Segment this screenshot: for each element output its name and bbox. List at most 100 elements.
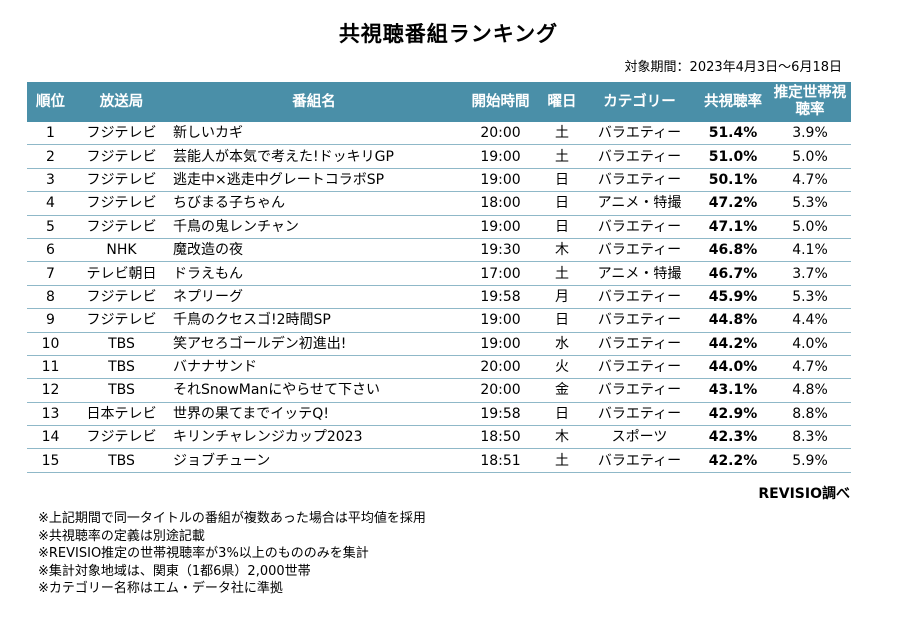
category-cell: スポーツ: [582, 425, 697, 450]
station-cell: NHK: [74, 238, 169, 263]
household-cell: 4.0%: [769, 332, 851, 356]
time-cell: 19:00: [459, 332, 542, 356]
rate-cell: 47.1%: [697, 215, 769, 239]
header-station: 放送局: [74, 82, 169, 122]
table-row: 8 フジテレビ ネプリーグ 19:58 月 バラエティー 45.9% 5.3%: [27, 285, 851, 310]
household-cell: 5.3%: [769, 191, 851, 216]
table-row: 14 フジテレビ キリンチャレンジカップ2023 18:50 木 スポーツ 42…: [27, 425, 851, 450]
table-row: 2 フジテレビ 芸能人が本気で考えた!ドッキリGP 19:00 土 バラエティー…: [27, 144, 851, 169]
table-row: 11 TBS バナナサンド 20:00 火 バラエティー 44.0% 4.7%: [27, 355, 851, 380]
table-row: 12 TBS それSnowManにやらせて下さい 20:00 金 バラエティー …: [27, 378, 851, 403]
table-row: 5 フジテレビ 千鳥の鬼レンチャン 19:00 日 バラエティー 47.1% 5…: [27, 215, 851, 239]
time-cell: 20:00: [459, 378, 542, 403]
time-cell: 19:00: [459, 168, 542, 193]
time-cell: 18:00: [459, 191, 542, 216]
household-cell: 4.4%: [769, 308, 851, 333]
rate-cell: 42.3%: [697, 425, 769, 450]
day-cell: 月: [542, 285, 582, 310]
rank-cell: 14: [27, 425, 74, 450]
category-cell: バラエティー: [582, 332, 697, 356]
rate-cell: 46.8%: [697, 238, 769, 263]
household-cell: 5.9%: [769, 448, 851, 473]
table-row: 6 NHK 魔改造の夜 19:30 木 バラエティー 46.8% 4.1%: [27, 238, 851, 263]
table-row: 4 フジテレビ ちびまる子ちゃん 18:00 日 アニメ・特撮 47.2% 5.…: [27, 191, 851, 216]
program-cell: ジョブチューン: [169, 448, 459, 473]
rate-cell: 51.0%: [697, 144, 769, 169]
rank-cell: 4: [27, 191, 74, 216]
header-start-time: 開始時間: [459, 82, 542, 122]
station-cell: フジテレビ: [74, 168, 169, 193]
time-cell: 20:00: [459, 355, 542, 380]
station-cell: TBS: [74, 448, 169, 473]
program-cell: 芸能人が本気で考えた!ドッキリGP: [169, 144, 459, 169]
day-cell: 日: [542, 308, 582, 333]
rate-cell: 46.7%: [697, 261, 769, 286]
rate-cell: 47.2%: [697, 191, 769, 216]
station-cell: 日本テレビ: [74, 402, 169, 427]
program-cell: 千鳥のクセスゴ!2時間SP: [169, 308, 459, 333]
table-row: 1 フジテレビ 新しいカギ 20:00 土 バラエティー 51.4% 3.9%: [27, 122, 851, 146]
program-cell: 千鳥の鬼レンチャン: [169, 215, 459, 239]
time-cell: 18:51: [459, 448, 542, 473]
day-cell: 火: [542, 355, 582, 380]
source-credit: REVISIO調べ: [758, 486, 850, 502]
household-cell: 4.7%: [769, 168, 851, 193]
day-cell: 日: [542, 191, 582, 216]
category-cell: バラエティー: [582, 448, 697, 473]
day-cell: 水: [542, 332, 582, 356]
rank-cell: 8: [27, 285, 74, 310]
time-cell: 20:00: [459, 122, 542, 146]
table-row: 15 TBS ジョブチューン 18:51 土 バラエティー 42.2% 5.9%: [27, 448, 851, 473]
program-cell: それSnowManにやらせて下さい: [169, 378, 459, 403]
household-cell: 5.0%: [769, 215, 851, 239]
rank-cell: 10: [27, 332, 74, 356]
rank-cell: 9: [27, 308, 74, 333]
rank-cell: 2: [27, 144, 74, 169]
program-cell: 魔改造の夜: [169, 238, 459, 263]
day-cell: 金: [542, 378, 582, 403]
household-cell: 3.9%: [769, 122, 851, 146]
station-cell: TBS: [74, 332, 169, 356]
program-cell: ちびまる子ちゃん: [169, 191, 459, 216]
table-row: 10 TBS 笑アセろゴールデン初進出! 19:00 水 バラエティー 44.2…: [27, 332, 851, 356]
time-cell: 17:00: [459, 261, 542, 286]
category-cell: アニメ・特撮: [582, 261, 697, 286]
household-cell: 3.7%: [769, 261, 851, 286]
program-cell: 笑アセろゴールデン初進出!: [169, 332, 459, 356]
header-category: カテゴリー: [582, 82, 697, 122]
time-cell: 19:00: [459, 215, 542, 239]
rate-cell: 44.0%: [697, 355, 769, 380]
station-cell: フジテレビ: [74, 285, 169, 310]
program-cell: ドラえもん: [169, 261, 459, 286]
period-label: 対象期間：2023年4月3日〜6月18日: [624, 60, 842, 75]
station-cell: フジテレビ: [74, 215, 169, 239]
household-cell: 4.7%: [769, 355, 851, 380]
table-header-row: 順位 放送局 番組名 開始時間 曜日 カテゴリー 共視聴率 推定世帯視聴率: [27, 82, 851, 122]
household-cell: 4.1%: [769, 238, 851, 263]
category-cell: バラエティー: [582, 122, 697, 146]
household-cell: 5.3%: [769, 285, 851, 310]
category-cell: バラエティー: [582, 308, 697, 333]
header-household-rate: 推定世帯視聴率: [769, 82, 851, 122]
day-cell: 土: [542, 261, 582, 286]
day-cell: 土: [542, 122, 582, 146]
day-cell: 日: [542, 402, 582, 427]
header-co-viewing-rate: 共視聴率: [697, 82, 769, 122]
table-row: 9 フジテレビ 千鳥のクセスゴ!2時間SP 19:00 日 バラエティー 44.…: [27, 308, 851, 333]
rate-cell: 43.1%: [697, 378, 769, 403]
footnote: ※カテゴリー名称はエム・データ社に準拠: [38, 581, 283, 596]
rank-cell: 15: [27, 448, 74, 473]
footnote: ※共視聴率の定義は別途記載: [38, 528, 205, 544]
program-cell: 逃走中×逃走中グレートコラボSP: [169, 168, 459, 193]
category-cell: アニメ・特撮: [582, 191, 697, 216]
rank-cell: 5: [27, 215, 74, 239]
time-cell: 19:00: [459, 144, 542, 169]
rate-cell: 42.9%: [697, 402, 769, 427]
time-cell: 18:50: [459, 425, 542, 450]
day-cell: 木: [542, 238, 582, 263]
day-cell: 木: [542, 425, 582, 450]
footnotes: ※上記期間で同一タイトルの番組が複数あった場合は平均値を採用 ※共視聴率の定義は…: [38, 510, 426, 598]
station-cell: テレビ朝日: [74, 261, 169, 286]
day-cell: 土: [542, 448, 582, 473]
category-cell: バラエティー: [582, 285, 697, 310]
